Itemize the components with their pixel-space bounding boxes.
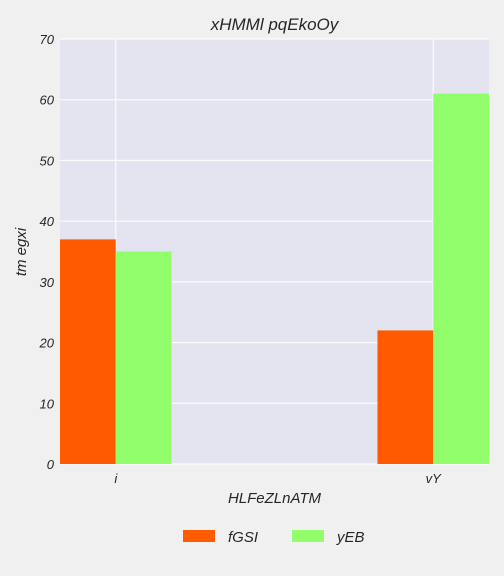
y-tick-label: 10 <box>40 396 55 411</box>
x-tick-labels: i vY <box>114 471 442 486</box>
y-tick-label: 20 <box>39 336 55 351</box>
bar-fGSI-i <box>60 239 116 464</box>
y-tick-label: 50 <box>40 153 55 168</box>
x-axis-label: HLFeZLnATM <box>228 490 322 507</box>
y-tick-label: 70 <box>40 32 55 47</box>
y-tick-label: 30 <box>40 275 55 290</box>
y-tick-labels: 0 10 20 30 40 50 60 70 <box>39 32 55 472</box>
y-axis-label: tm egxi <box>13 227 30 276</box>
y-tick-label: 0 <box>47 457 55 472</box>
bar-fGSI-vY <box>377 330 434 464</box>
y-tick-label: 40 <box>40 214 55 229</box>
chart-title: xHMMl pqEkoOy <box>210 15 340 34</box>
legend: fGSI yEB <box>183 529 365 546</box>
bar-yEB-i <box>115 251 172 464</box>
legend-swatch <box>292 530 324 542</box>
legend-label: fGSI <box>228 529 258 546</box>
legend-label: yEB <box>336 529 365 546</box>
x-tick-label: i <box>114 471 118 486</box>
bar-yEB-vY <box>433 93 489 465</box>
y-tick-label: 60 <box>40 93 55 108</box>
bars <box>60 93 489 465</box>
legend-swatch <box>183 530 215 542</box>
x-tick-label: vY <box>426 471 443 486</box>
